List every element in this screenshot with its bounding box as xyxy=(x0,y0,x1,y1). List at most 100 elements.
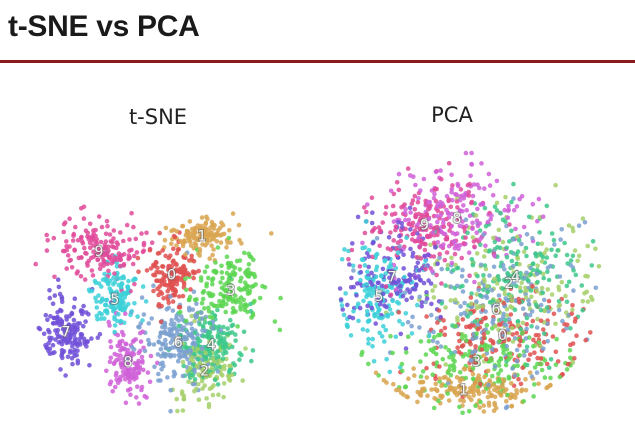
pca-point-1 xyxy=(523,377,528,382)
pca-point-3 xyxy=(404,350,409,355)
tsne-point-8 xyxy=(128,357,134,363)
tsne-point-6 xyxy=(172,321,177,327)
pca-point-7 xyxy=(337,286,343,291)
tsne-point-6 xyxy=(174,313,179,318)
pca-point-7 xyxy=(355,214,361,220)
pca-point-3 xyxy=(423,352,429,357)
tsne-point-7 xyxy=(45,317,50,323)
pca-point-9 xyxy=(422,247,428,253)
pca-point-0 xyxy=(471,308,477,314)
pca-point-8 xyxy=(403,206,408,212)
pca-point-5 xyxy=(373,274,379,280)
tsne-point-3 xyxy=(238,295,244,300)
pca-point-6 xyxy=(429,312,434,318)
pca-point-4 xyxy=(526,214,532,220)
tsne-point-1 xyxy=(183,233,189,238)
pca-point-2 xyxy=(535,316,540,322)
pca-point-8 xyxy=(455,183,461,189)
pca-point-4 xyxy=(549,247,554,253)
pca-point-2 xyxy=(493,306,499,311)
tsne-point-7 xyxy=(97,331,103,337)
tsne-point-4 xyxy=(201,334,206,339)
tsne-point-0 xyxy=(155,251,161,256)
tsne-point-3 xyxy=(192,297,198,303)
pca-point-6 xyxy=(460,267,465,273)
tsne-point-9 xyxy=(87,240,93,246)
pca-point-7 xyxy=(413,282,419,288)
tsne-point-2 xyxy=(175,408,180,414)
pca-point-2 xyxy=(455,318,460,323)
pca-point-2 xyxy=(468,301,474,307)
tsne-point-7 xyxy=(60,355,65,361)
pca-point-0 xyxy=(479,340,485,345)
pca-point-1 xyxy=(439,383,444,389)
tsne-point-7 xyxy=(59,308,64,314)
tsne-point-1 xyxy=(180,223,186,229)
tsne-point-8 xyxy=(140,358,145,364)
pca-point-6 xyxy=(463,217,469,222)
pca-point-8 xyxy=(416,196,421,201)
pca-point-8 xyxy=(494,178,500,184)
pca-point-3 xyxy=(496,363,502,368)
tsne-point-0 xyxy=(174,281,180,287)
tsne-point-0 xyxy=(170,286,176,292)
pca-point-2 xyxy=(588,294,594,300)
tsne-panel: t-SNE 0 1 2 3 4 5 6 7 8 9 xyxy=(33,105,283,414)
pca-point-5 xyxy=(360,245,365,251)
tsne-cluster-label-4: 4 xyxy=(207,338,216,354)
pca-point-4 xyxy=(465,230,470,236)
pca-point-9 xyxy=(388,292,394,298)
pca-point-0 xyxy=(530,284,535,289)
tsne-point-5 xyxy=(94,313,100,319)
tsne-point-0 xyxy=(179,267,184,273)
pca-point-1 xyxy=(373,370,379,376)
tsne-point-6 xyxy=(168,354,173,359)
tsne-point-6 xyxy=(124,357,129,363)
pca-point-2 xyxy=(583,273,588,279)
tsne-point-9 xyxy=(96,245,101,250)
pca-point-3 xyxy=(557,374,563,380)
tsne-point-1 xyxy=(205,216,210,222)
tsne-point-7 xyxy=(59,341,65,347)
pca-point-3 xyxy=(466,408,472,414)
pca-point-8 xyxy=(470,226,475,231)
tsne-point-8 xyxy=(144,395,149,400)
pca-point-9 xyxy=(417,218,423,223)
pca-point-9 xyxy=(463,235,468,240)
pca-point-6 xyxy=(545,339,550,344)
pca-point-9 xyxy=(412,193,418,199)
tsne-point-4 xyxy=(176,323,182,329)
tsne-point-4 xyxy=(248,301,253,307)
pca-point-6 xyxy=(526,301,532,307)
pca-point-0 xyxy=(455,345,460,351)
pca-point-3 xyxy=(470,376,476,382)
tsne-point-7 xyxy=(57,322,63,328)
pca-point-6 xyxy=(475,322,481,327)
pca-point-7 xyxy=(397,233,402,239)
pca-point-3 xyxy=(405,334,411,340)
pca-point-3 xyxy=(447,354,452,360)
tsne-point-7 xyxy=(71,317,77,323)
tsne-point-6 xyxy=(151,283,156,289)
tsne-point-9 xyxy=(70,238,76,243)
pca-point-2 xyxy=(494,200,500,206)
pca-point-8 xyxy=(492,253,497,258)
pca-point-6 xyxy=(538,302,544,308)
pca-point-0 xyxy=(516,296,521,302)
pca-point-6 xyxy=(529,309,535,314)
tsne-point-3 xyxy=(272,319,278,324)
pca-point-8 xyxy=(360,240,365,246)
pca-point-2 xyxy=(483,248,488,253)
pca-point-1 xyxy=(417,380,423,385)
tsne-point-5 xyxy=(140,284,146,289)
tsne-point-9 xyxy=(98,239,104,245)
pca-point-1 xyxy=(418,390,424,395)
pca-point-3 xyxy=(388,334,393,339)
tsne-point-0 xyxy=(175,247,181,253)
pca-point-5 xyxy=(360,327,366,332)
tsne-point-0 xyxy=(159,303,164,309)
tsne-point-1 xyxy=(221,231,227,237)
tsne-point-7 xyxy=(52,293,58,298)
pca-point-8 xyxy=(488,216,494,222)
pca-point-7 xyxy=(369,305,375,311)
